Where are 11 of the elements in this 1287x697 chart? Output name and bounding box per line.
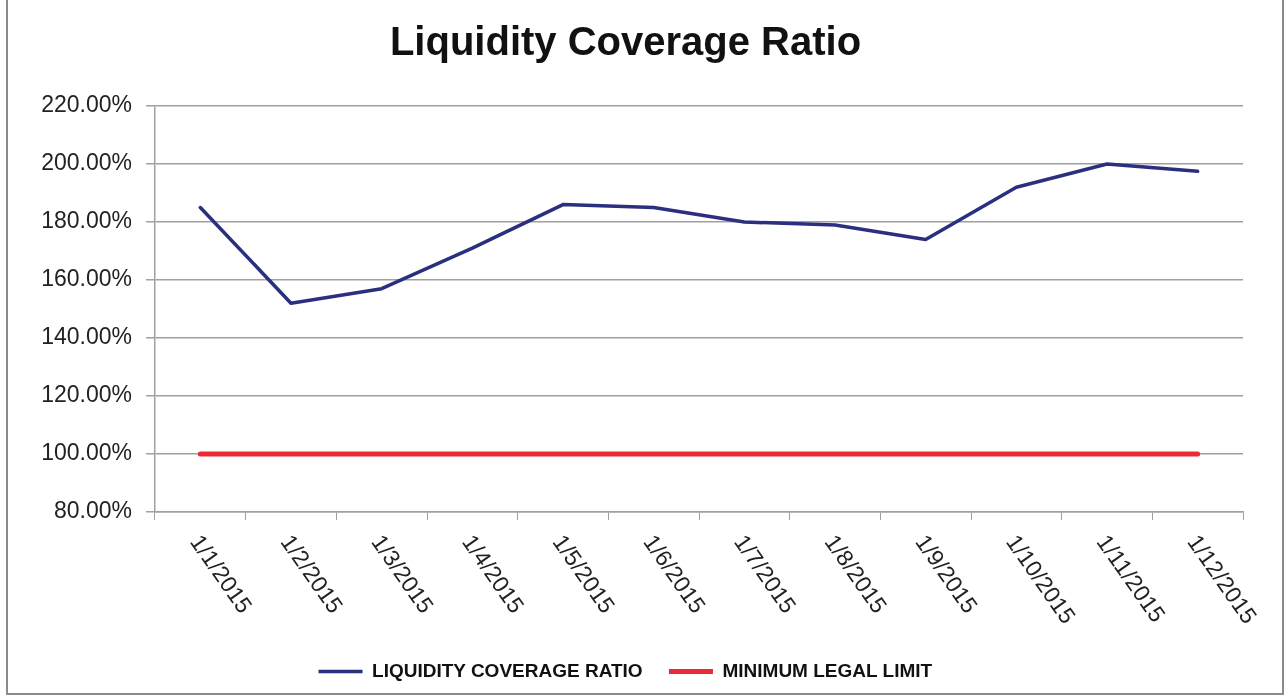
y-tick-label: 160.00%: [41, 265, 132, 292]
y-tick-label: 140.00%: [41, 323, 132, 350]
y-tick-label: 220.00%: [41, 91, 132, 118]
chart-title: Liquidity Coverage Ratio: [389, 19, 862, 64]
y-tick-label: 100.00%: [41, 439, 132, 466]
y-tick-label: 80.00%: [53, 497, 132, 524]
y-tick-label: 120.00%: [41, 381, 132, 408]
legend-label: LIQUIDITY COVERAGE RATIO: [372, 659, 643, 681]
legend-label: MINIMUM LEGAL LIMIT: [722, 659, 933, 681]
y-tick-label: 200.00%: [41, 149, 132, 176]
y-tick-label: 180.00%: [41, 207, 132, 234]
